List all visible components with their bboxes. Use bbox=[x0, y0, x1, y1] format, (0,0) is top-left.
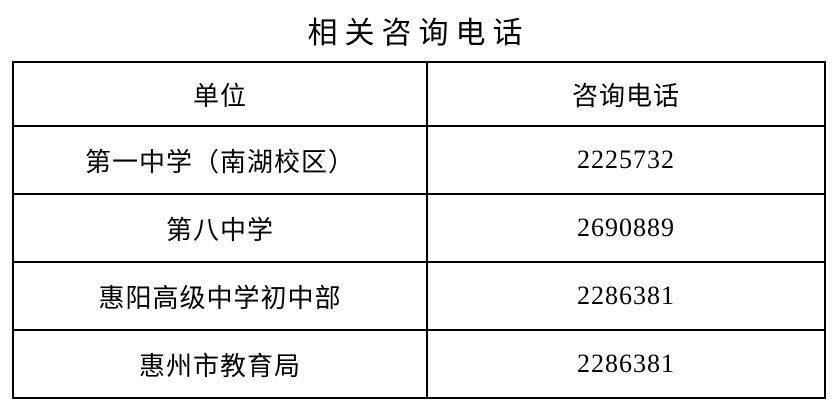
unit-cell: 惠阳高级中学初中部 bbox=[11, 261, 429, 331]
table-row: 惠阳高级中学初中部 2286381 bbox=[11, 261, 826, 331]
phone-cell: 2225732 bbox=[426, 125, 826, 195]
table-row: 第一中学（南湖校区） 2225732 bbox=[11, 125, 826, 195]
table-row: 第八中学 2690889 bbox=[11, 193, 826, 263]
unit-cell: 第一中学（南湖校区） bbox=[11, 125, 429, 195]
page-title: 相关咨询电话 bbox=[307, 17, 530, 50]
phone-cell: 2690889 bbox=[426, 193, 826, 263]
phone-table: 单位 咨询电话 第一中学（南湖校区） 2225732 第八中学 2690889 … bbox=[11, 61, 826, 399]
col-header-unit: 单位 bbox=[11, 61, 429, 127]
table-row: 惠州市教育局 2286381 bbox=[11, 329, 826, 399]
phone-cell: 2286381 bbox=[426, 261, 826, 331]
unit-cell: 第八中学 bbox=[11, 193, 429, 263]
col-header-phone: 咨询电话 bbox=[426, 61, 826, 127]
unit-cell: 惠州市教育局 bbox=[11, 329, 429, 399]
header-row: 单位 咨询电话 bbox=[11, 61, 826, 127]
phone-cell: 2286381 bbox=[426, 329, 826, 399]
